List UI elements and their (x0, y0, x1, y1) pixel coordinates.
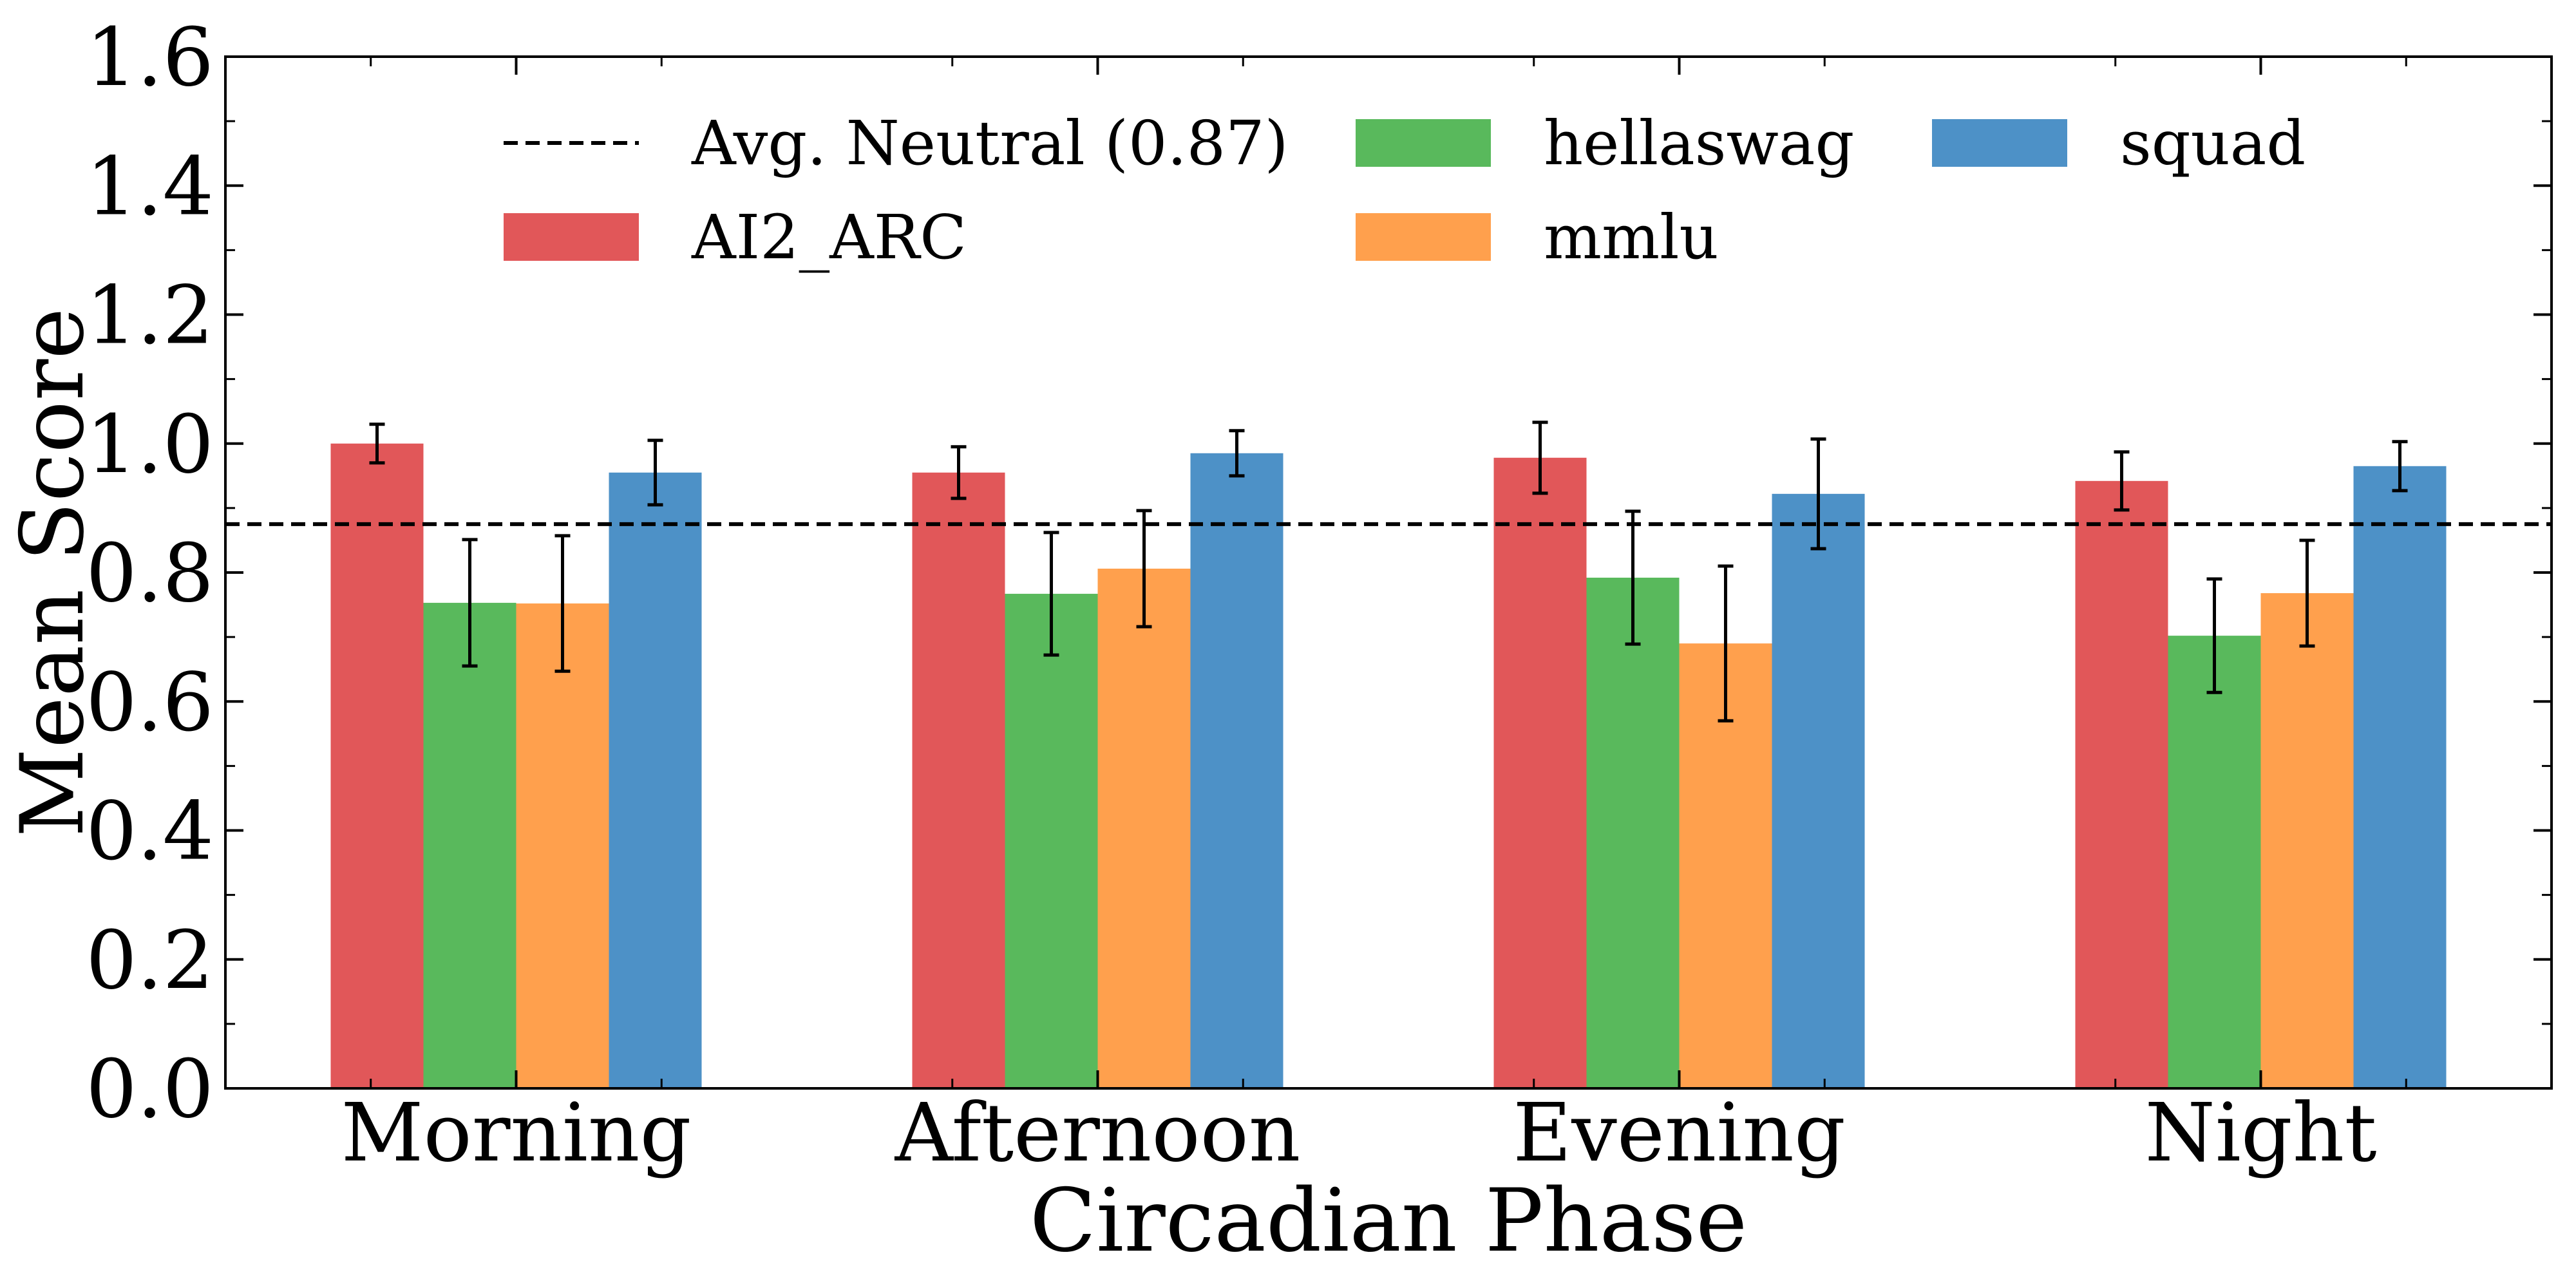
y-tick-label: 0.0 (86, 1043, 214, 1136)
legend-color-swatch (504, 213, 639, 261)
bar-mmlu-afternoon (1097, 568, 1191, 1088)
legend-label: AI2_ARC (691, 202, 967, 273)
y-tick-label: 0.6 (86, 656, 214, 749)
bar-squad-morning (609, 472, 702, 1088)
legend-color-swatch (1932, 119, 2067, 167)
bar-ai2-arc-morning (330, 443, 424, 1088)
x-axis-label: Circadian Phase (1030, 1170, 1747, 1271)
bar-mmlu-morning (516, 603, 609, 1088)
error-bar-hellaswag-evening (1625, 509, 1641, 646)
bar-hellaswag-morning (423, 603, 516, 1088)
y-tick-label: 0.8 (86, 527, 214, 620)
error-bar-ai2-arc-night (2114, 450, 2130, 512)
y-tick-label: 1.2 (86, 269, 214, 363)
bar-squad-evening (1772, 493, 1865, 1088)
axis-ticks (225, 55, 2552, 1090)
x-tick-labels: Morning Afternoon Evening Night (341, 1086, 2376, 1180)
bars-layer (330, 443, 2447, 1088)
error-bar-hellaswag-night (2206, 577, 2222, 694)
legend-item-squad: squad (1932, 108, 2306, 179)
legend-item-hellaswag: hellaswag (1356, 108, 1854, 179)
legend-label: hellaswag (1544, 108, 1854, 179)
error-bar-mmlu-afternoon (1136, 509, 1152, 629)
legend-item-ai2-arc: AI2_ARC (504, 202, 967, 273)
bar-ai2-arc-afternoon (912, 472, 1005, 1088)
bar-ai2-arc-night (2075, 480, 2168, 1088)
error-bar-ai2-arc-morning (369, 422, 385, 465)
error-bar-ai2-arc-afternoon (951, 445, 967, 500)
error-bar-ai2-arc-evening (1532, 421, 1548, 495)
legend-color-swatch (1356, 119, 1491, 167)
y-tick-label: 0.2 (86, 914, 214, 1007)
x-tick-label-morning: Morning (341, 1086, 691, 1180)
y-tick-label: 0.4 (86, 785, 214, 878)
y-axis-label: Mean Score (2, 308, 103, 837)
legend: Avg. Neutral (0.87) AI2_ARC hellaswag mmlu s… (504, 108, 2306, 273)
y-tick-label: 1.0 (86, 398, 214, 491)
error-bar-squad-night (2392, 440, 2408, 493)
bar-squad-afternoon (1190, 453, 1283, 1088)
error-bar-mmlu-evening (1718, 564, 1734, 723)
x-tick-label-night: Night (2145, 1086, 2376, 1180)
y-tick-labels: 0.0 0.2 0.4 0.6 0.8 1.0 1.2 1.4 1.6 (86, 11, 214, 1136)
y-tick-label: 1.6 (86, 11, 214, 104)
x-tick-label-afternoon: Afternoon (895, 1086, 1301, 1180)
error-bar-squad-evening (1810, 437, 1826, 551)
error-bar-mmlu-morning (554, 534, 571, 673)
legend-label: Avg. Neutral (0.87) (691, 108, 1289, 179)
error-bar-hellaswag-afternoon (1043, 531, 1059, 657)
error-bar-hellaswag-morning (462, 538, 478, 668)
legend-color-swatch (1356, 213, 1491, 261)
bar-hellaswag-afternoon (1005, 594, 1098, 1088)
legend-item-mmlu: mmlu (1356, 202, 1719, 273)
error-bar-squad-afternoon (1229, 429, 1245, 478)
legend-label: squad (2120, 108, 2306, 179)
bar-ai2-arc-evening (1493, 457, 1587, 1088)
bar-mmlu-night (2260, 593, 2354, 1088)
error-bars-layer (369, 421, 2408, 723)
x-tick-label-evening: Evening (1513, 1086, 1846, 1180)
bar-squad-night (2353, 466, 2447, 1088)
bar-hellaswag-night (2168, 636, 2261, 1088)
y-tick-label: 1.4 (86, 140, 214, 233)
legend-item-avg-neutral: Avg. Neutral (0.87) (504, 108, 1289, 179)
bar-hellaswag-evening (1586, 578, 1680, 1088)
legend-label: mmlu (1544, 202, 1719, 273)
error-bar-squad-morning (647, 439, 663, 507)
error-bar-mmlu-night (2299, 538, 2315, 648)
